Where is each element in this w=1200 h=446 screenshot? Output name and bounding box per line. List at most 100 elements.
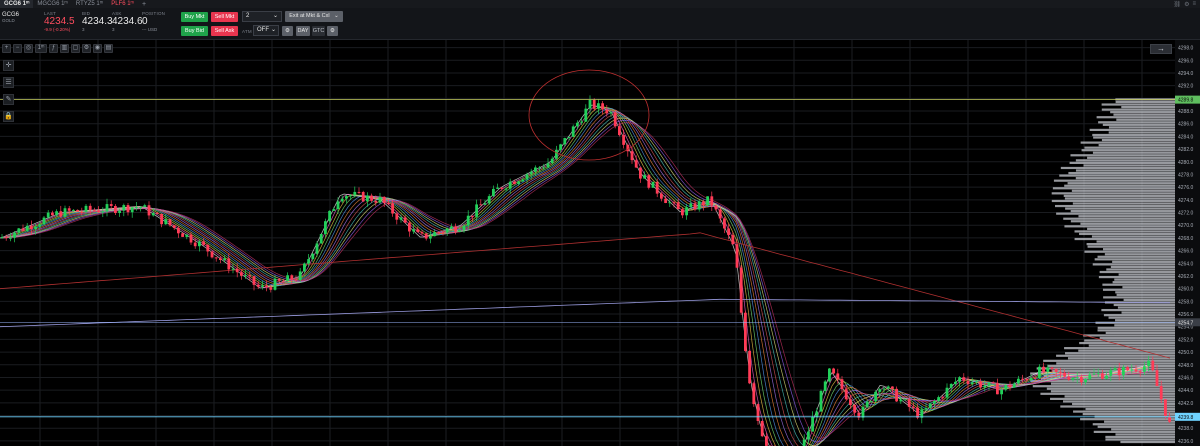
sell-ask-button[interactable]: Sell Ask: [211, 26, 238, 36]
candle-body: [714, 205, 718, 210]
candle-body: [0, 237, 4, 239]
candle-body: [202, 241, 205, 245]
candle-body: [626, 144, 630, 152]
volume-bar: [1074, 230, 1175, 233]
candle-body: [718, 209, 722, 219]
candle-body: [1151, 360, 1155, 371]
list-icon[interactable]: ☰: [3, 77, 14, 88]
link-icon[interactable]: ⛓: [1173, 1, 1182, 8]
exit-market-cancel-button[interactable]: Exit at Mkt & Cxl ⌄: [285, 11, 343, 22]
quantity-select[interactable]: 2 ⌄: [242, 11, 282, 22]
volume-bar: [1110, 265, 1175, 269]
candle-body: [1059, 371, 1062, 373]
candle-body: [1063, 372, 1066, 377]
chart-type-icon[interactable]: ▥: [60, 44, 69, 53]
chevron-down-icon: ⌄: [272, 13, 278, 19]
price-chart[interactable]: [0, 40, 1175, 446]
candle-body: [445, 228, 449, 233]
options-icon[interactable]: ⚙: [327, 26, 338, 36]
candle-body: [857, 412, 861, 418]
candle-body: [651, 181, 655, 188]
volume-bar: [1102, 283, 1175, 286]
zoom-out-icon[interactable]: −: [13, 44, 22, 53]
volume-bar: [1115, 433, 1175, 436]
candle-body: [240, 272, 243, 276]
volume-bar: [1078, 215, 1175, 218]
pencil-icon[interactable]: ✎: [3, 94, 14, 105]
volume-bar: [1102, 288, 1175, 291]
candle-body: [710, 196, 714, 206]
tab-rtyz5[interactable]: RTYZ5 1ᵐ: [75, 1, 104, 7]
candle-body: [294, 279, 298, 281]
settings-icon[interactable]: ⚙: [282, 26, 293, 36]
tab-mgcg6[interactable]: MGCG6 1ᵐ: [37, 1, 68, 7]
volume-bar: [1098, 121, 1175, 124]
candle-body: [349, 195, 352, 197]
candle-body: [235, 268, 239, 273]
scroll-to-latest-button[interactable]: →: [1150, 44, 1172, 54]
buy-bid-button[interactable]: Buy Bid: [181, 26, 208, 36]
volume-bar: [1121, 311, 1175, 314]
candle-body: [109, 204, 113, 206]
tif-gtc-button[interactable]: GTC: [312, 26, 325, 36]
candle-body: [681, 209, 684, 216]
candle-body: [450, 226, 453, 229]
candle-body: [664, 198, 667, 203]
candle-body: [1084, 379, 1087, 383]
candle-body: [139, 206, 142, 208]
volume-bar: [1121, 105, 1175, 109]
candle-body: [811, 416, 814, 432]
bid-size: 3: [82, 27, 85, 32]
volume-bar: [1050, 382, 1175, 385]
candle-body: [471, 215, 474, 217]
sell-market-button[interactable]: Sell Mkt: [211, 12, 238, 22]
layout-icon[interactable]: ▢: [71, 44, 80, 53]
lock-icon[interactable]: 🔒: [3, 111, 14, 122]
candle-body: [912, 406, 915, 408]
candle-body: [181, 233, 184, 237]
tab-plf6[interactable]: PLF6 1ᵐ: [111, 1, 134, 7]
candle-body: [42, 217, 46, 225]
candle-body: [567, 136, 571, 139]
volume-bar: [1072, 202, 1175, 205]
price-tick-label: 4270.0: [1178, 223, 1194, 229]
tab-gcg6[interactable]: GCG6 1ᵐ: [0, 0, 34, 8]
candle-body: [748, 350, 751, 384]
volume-bar: [1064, 347, 1175, 350]
candle-body: [277, 278, 281, 281]
template-icon[interactable]: ▤: [104, 44, 113, 53]
candle-body: [160, 213, 163, 225]
atm-select[interactable]: OFF ⌄: [253, 25, 279, 36]
candle-body: [916, 407, 919, 418]
last-change: -9.9 (-0.20%): [44, 27, 71, 32]
volume-bar: [1065, 352, 1175, 355]
candle-body: [1130, 369, 1134, 371]
zoom-in-icon[interactable]: +: [2, 44, 11, 53]
candle-body: [739, 267, 743, 313]
volume-bar: [1080, 418, 1175, 421]
candle-body: [378, 196, 382, 203]
indicator-icon[interactable]: ƒ: [49, 44, 58, 53]
zoom-reset-icon[interactable]: ◎: [24, 44, 33, 53]
candle-body: [1021, 378, 1024, 380]
buy-market-button[interactable]: Buy Mkt: [181, 12, 208, 22]
volume-bar: [1099, 336, 1175, 340]
snapshot-icon[interactable]: ◉: [93, 44, 102, 53]
gear-icon[interactable]: ⚙: [1184, 1, 1190, 8]
volume-bar: [1105, 435, 1175, 439]
candle-body: [441, 232, 445, 234]
tif-day-button[interactable]: DAY: [296, 26, 310, 36]
interval-button[interactable]: 1ᵐ: [35, 44, 47, 53]
volume-bar: [1063, 217, 1175, 220]
candle-body: [1109, 370, 1113, 376]
add-tab-button[interactable]: +: [141, 0, 147, 8]
candle-body: [332, 209, 336, 211]
candle-body: [256, 284, 260, 287]
candle-body: [265, 285, 268, 288]
menu-icon[interactable]: ≡: [1192, 0, 1196, 7]
volume-bar: [1113, 113, 1175, 116]
candle-body: [1000, 389, 1003, 395]
volume-bar: [1063, 400, 1175, 403]
settings-icon[interactable]: ⚙: [82, 44, 91, 53]
crosshair-icon[interactable]: ✛: [3, 60, 14, 71]
